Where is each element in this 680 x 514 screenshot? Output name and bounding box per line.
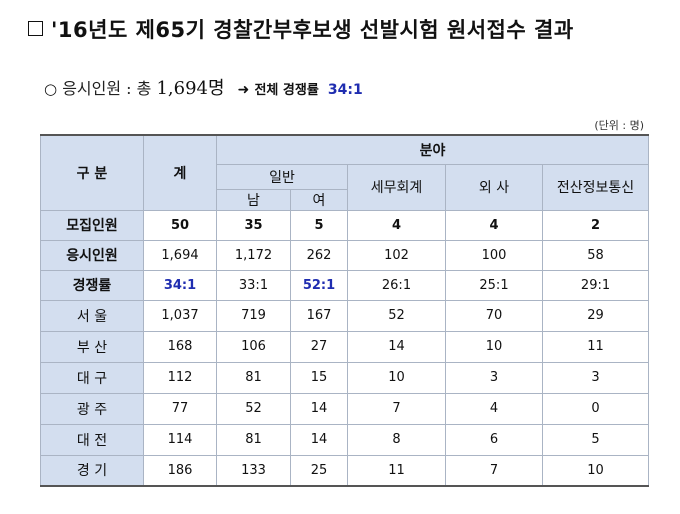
page-title: '16년도 제65기 경찰간부후보생 선발시험 원서접수 결과 bbox=[28, 14, 574, 44]
cell-value: 0 bbox=[541, 392, 650, 425]
cell-value: 168 bbox=[143, 330, 217, 363]
cell-value: 4 bbox=[445, 392, 543, 425]
row-label: 경쟁률 bbox=[40, 269, 144, 301]
cell-value: 50 bbox=[143, 209, 217, 241]
table-row: 경쟁률 34:1 33:1 52:1 26:1 25:1 29:1 bbox=[40, 269, 650, 301]
cell-value: 10 bbox=[541, 454, 650, 487]
circle-bullet-icon: ○ bbox=[44, 80, 58, 98]
cell-value: 70 bbox=[445, 299, 543, 332]
row-label: 서 울 bbox=[40, 299, 144, 332]
cell-value: 25 bbox=[290, 454, 348, 487]
row-label: 광 주 bbox=[40, 392, 144, 425]
cell-value: 29:1 bbox=[541, 269, 650, 301]
cell-value: 81 bbox=[216, 361, 291, 394]
cell-value: 100 bbox=[445, 239, 543, 271]
title-text: '16년도 제65기 경찰간부후보생 선발시험 원서접수 결과 bbox=[51, 18, 574, 42]
cell-value: 10 bbox=[445, 330, 543, 363]
cell-value: 102 bbox=[347, 239, 446, 271]
header-field: 분야 bbox=[215, 134, 650, 165]
cell-value: 7 bbox=[347, 392, 446, 425]
cell-value: 106 bbox=[216, 330, 291, 363]
applicant-label: 응시인원 : 총 bbox=[62, 79, 152, 98]
cell-value: 7 bbox=[445, 454, 543, 487]
cell-value: 52 bbox=[347, 299, 446, 332]
cell-value: 29 bbox=[541, 299, 650, 332]
cell-value: 11 bbox=[541, 330, 650, 363]
cell-value: 167 bbox=[290, 299, 348, 332]
table-row: 경 기 186 133 25 11 7 10 bbox=[40, 454, 650, 487]
cell-value: 14 bbox=[290, 392, 348, 425]
cell-value: 58 bbox=[541, 239, 650, 271]
cell-value: 2 bbox=[541, 209, 650, 241]
cell-value: 186 bbox=[143, 454, 217, 487]
table-row: 대 전 114 81 14 8 6 5 bbox=[40, 423, 650, 456]
cell-value: 52 bbox=[216, 392, 291, 425]
cell-value: 4 bbox=[347, 209, 446, 241]
header-total: 계 bbox=[143, 134, 217, 211]
cell-value: 35 bbox=[216, 209, 291, 241]
cell-value: 3 bbox=[541, 361, 650, 394]
applicant-count: 1,694명 bbox=[156, 78, 225, 99]
cell-value: 114 bbox=[143, 423, 217, 456]
cell-value: 112 bbox=[143, 361, 217, 394]
row-label: 부 산 bbox=[40, 330, 144, 363]
cell-value: 719 bbox=[216, 299, 291, 332]
table-row: 부 산 168 106 27 14 10 11 bbox=[40, 330, 650, 363]
overall-ratio-value: 34:1 bbox=[327, 82, 363, 98]
row-label: 대 전 bbox=[40, 423, 144, 456]
unit-note: (단위 : 명) bbox=[594, 119, 644, 132]
cell-value: 81 bbox=[216, 423, 291, 456]
cell-value: 52:1 bbox=[290, 269, 348, 301]
cell-value: 10 bbox=[347, 361, 446, 394]
cell-value: 6 bbox=[445, 423, 543, 456]
cell-value: 5 bbox=[541, 423, 650, 456]
cell-value: 1,694 bbox=[143, 239, 217, 271]
overall-ratio-label: 전체 경쟁률 bbox=[254, 83, 319, 98]
row-label: 대 구 bbox=[40, 361, 144, 394]
table-header: 구 분 계 분야 일반 세무회계 외 사 전산정보통신 남 여 bbox=[40, 134, 650, 211]
header-male: 남 bbox=[216, 188, 291, 211]
table-row: 대 구 112 81 15 10 3 3 bbox=[40, 361, 650, 394]
header-female: 여 bbox=[290, 188, 348, 211]
applicant-summary: ○ 응시인원 : 총 1,694명 ➜ 전체 경쟁률 34:1 bbox=[44, 74, 363, 100]
cell-value: 262 bbox=[290, 239, 348, 271]
cell-value: 5 bbox=[290, 209, 348, 241]
cell-value: 133 bbox=[216, 454, 291, 487]
cell-value: 1,172 bbox=[216, 239, 291, 271]
row-label: 모집인원 bbox=[40, 209, 144, 241]
cell-value: 25:1 bbox=[445, 269, 543, 301]
cell-value: 15 bbox=[290, 361, 348, 394]
header-foreign-affairs: 외 사 bbox=[445, 163, 543, 211]
table-row: 서 울 1,037 719 167 52 70 29 bbox=[40, 299, 650, 332]
header-division: 구 분 bbox=[40, 134, 144, 211]
arrow-right-icon: ➜ bbox=[237, 82, 250, 98]
table-row: 모집인원 50 35 5 4 4 2 bbox=[40, 209, 650, 241]
cell-value: 33:1 bbox=[216, 269, 291, 301]
row-label: 응시인원 bbox=[40, 239, 144, 271]
cell-value: 14 bbox=[347, 330, 446, 363]
cell-value: 14 bbox=[290, 423, 348, 456]
cell-value: 1,037 bbox=[143, 299, 217, 332]
checkbox-square-icon bbox=[28, 21, 43, 36]
table-row: 광 주 77 52 14 7 4 0 bbox=[40, 392, 650, 425]
cell-value: 3 bbox=[445, 361, 543, 394]
table-body: 모집인원 50 35 5 4 4 2 응시인원 1,694 1,172 262 102 100 58 경쟁률… bbox=[40, 209, 650, 487]
header-general: 일반 bbox=[216, 163, 348, 190]
header-tax-accounting: 세무회계 bbox=[347, 163, 446, 211]
results-table: 구 분 계 분야 일반 세무회계 외 사 전산정보통신 남 여 모집인원 50 35… bbox=[40, 134, 650, 487]
row-label: 경 기 bbox=[40, 454, 144, 487]
cell-value: 27 bbox=[290, 330, 348, 363]
header-it-communication: 전산정보통신 bbox=[541, 163, 650, 211]
cell-value: 8 bbox=[347, 423, 446, 456]
cell-value: 26:1 bbox=[347, 269, 446, 301]
cell-value: 4 bbox=[445, 209, 543, 241]
cell-value: 34:1 bbox=[143, 269, 217, 301]
cell-value: 77 bbox=[143, 392, 217, 425]
table-row: 응시인원 1,694 1,172 262 102 100 58 bbox=[40, 239, 650, 271]
cell-value: 11 bbox=[347, 454, 446, 487]
